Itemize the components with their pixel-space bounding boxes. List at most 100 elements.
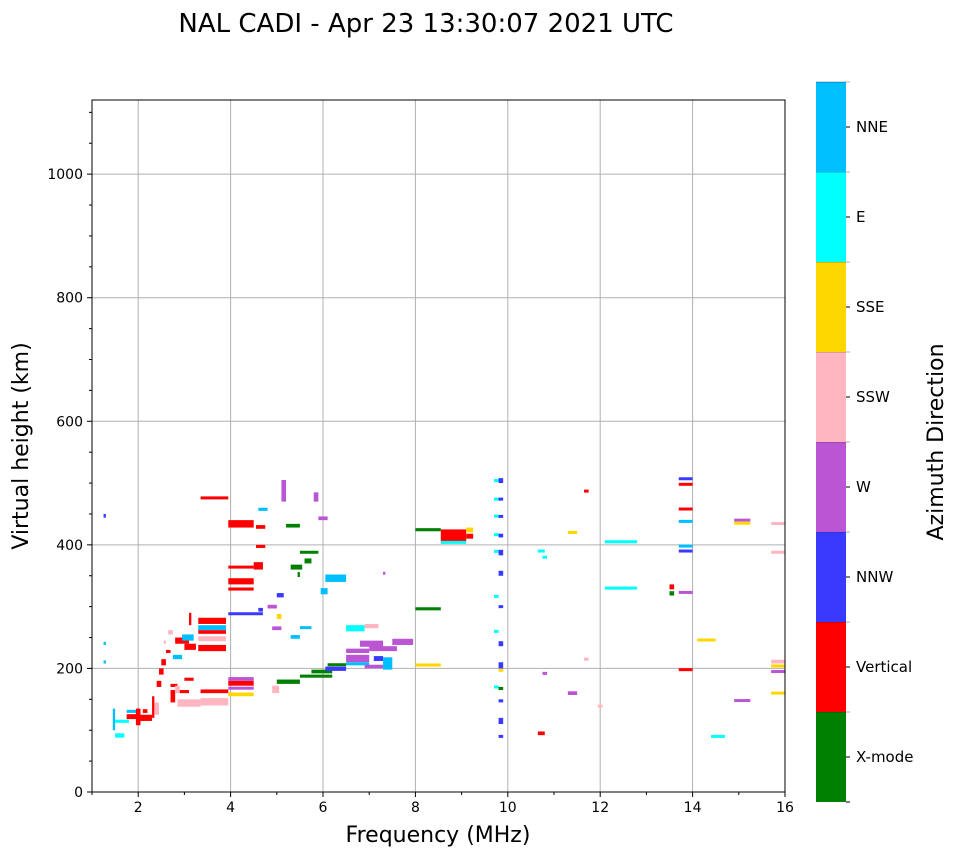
x-tick-label: 12 xyxy=(591,800,609,816)
echo-segment-nnw xyxy=(498,514,504,518)
echo-segment-x-mode xyxy=(311,669,333,674)
colorbar-swatch-x-mode xyxy=(816,712,846,802)
colorbar-label-nne: NNE xyxy=(856,118,888,136)
echo-segment-w xyxy=(267,604,277,609)
echo-segment-ssw xyxy=(597,704,603,708)
echo-segment-vertical xyxy=(184,677,194,681)
echo-segment-sse xyxy=(276,614,282,619)
echo-segment-nnw xyxy=(258,607,263,612)
colorbar-swatch-vertical xyxy=(816,622,846,712)
echo-segment-ssw xyxy=(771,659,785,664)
echo-segment-vertical xyxy=(198,617,226,624)
y-tick-label: 0 xyxy=(74,785,83,801)
echo-segment-e xyxy=(604,540,638,544)
echo-segment-x-mode xyxy=(286,523,300,528)
echo-segment-nnw xyxy=(276,593,284,598)
echo-segment-w xyxy=(313,492,319,502)
echo-segment-nne xyxy=(346,662,370,666)
echo-segment-nne xyxy=(299,626,312,630)
echo-segment-sse xyxy=(697,638,716,642)
colorbar-swatch-sse xyxy=(816,262,846,352)
x-tick-label: 6 xyxy=(319,800,328,816)
echo-segment-w xyxy=(364,664,384,669)
grid-lines xyxy=(92,100,785,792)
echo-segment-w xyxy=(383,571,386,575)
echo-segment-x-mode xyxy=(304,558,312,564)
echo-segment-vertical xyxy=(170,683,178,687)
echo-segment-x-mode xyxy=(299,674,333,678)
echo-segment-sse xyxy=(771,691,785,695)
echo-segment-sse xyxy=(567,531,578,534)
x-tick-label: 14 xyxy=(684,800,702,816)
echo-segment-w xyxy=(272,626,282,631)
echo-segment-x-mode xyxy=(276,679,300,684)
echo-segment-vertical xyxy=(678,507,693,511)
echo-segment-e xyxy=(537,549,545,553)
x-tick-label: 8 xyxy=(411,800,420,816)
echo-segment-ssw xyxy=(584,657,589,661)
echo-segment-e xyxy=(711,734,725,738)
x-tick-label: 16 xyxy=(776,800,794,816)
echo-segment-nnw xyxy=(498,717,504,725)
echo-segment-vertical xyxy=(200,496,229,500)
echo-segment-w xyxy=(567,691,578,695)
echo-segment-vertical xyxy=(228,587,254,591)
echo-segment-e xyxy=(493,533,499,537)
echo-segment-vertical xyxy=(228,520,254,528)
echo-segment-x-mode xyxy=(290,564,303,570)
echo-segment-nnw xyxy=(498,662,504,669)
colorbar-swatch-ssw xyxy=(816,352,846,442)
echo-segment-nne xyxy=(198,625,226,631)
y-axis-ticks: 0 200 400 600 800 1000 xyxy=(47,111,92,801)
echo-segment-vertical xyxy=(200,689,229,694)
echo-segment-ssw xyxy=(198,636,226,642)
echo-segment-nnw xyxy=(228,612,263,616)
echo-segment-nnw xyxy=(498,734,504,738)
echo-segment-ssw xyxy=(154,702,159,715)
y-tick-label: 1000 xyxy=(47,167,83,183)
echo-segment-ssw xyxy=(200,698,229,706)
echo-segment-e xyxy=(493,629,499,633)
echo-segment-ssw xyxy=(175,685,180,694)
echo-segment-x-mode xyxy=(415,528,441,532)
echo-segment-vertical xyxy=(156,680,162,687)
y-axis-label: Virtual height (km) xyxy=(9,342,34,549)
echo-segment-nne xyxy=(103,641,106,645)
echo-segment-w xyxy=(228,677,254,681)
echo-segment-nne xyxy=(678,544,693,548)
echo-segment-nnw xyxy=(498,497,504,501)
x-axis-ticks: 2 4 6 8 10 12 14 16 xyxy=(91,792,794,816)
echo-segment-vertical xyxy=(135,708,141,726)
echo-segment-vertical xyxy=(165,649,171,653)
colorbar-label-ssw: SSW xyxy=(856,388,890,406)
colorbar-swatch-e xyxy=(816,172,846,262)
colorbar-swatch-nnw xyxy=(816,532,846,622)
echo-segment-nnw xyxy=(498,533,504,538)
y-tick-label: 400 xyxy=(56,538,83,554)
echo-segment-vertical xyxy=(678,668,693,672)
echo-segment-nne xyxy=(320,588,328,595)
echo-segment-w xyxy=(346,648,370,653)
x-tick-label: 4 xyxy=(226,800,235,816)
echo-segment-nnw xyxy=(498,570,504,576)
echo-segment-nne xyxy=(103,660,106,664)
echo-segment-nnw xyxy=(498,478,504,484)
echo-segment-vertical xyxy=(179,690,190,694)
echo-segment-vertical xyxy=(228,565,254,569)
echo-segment-vertical xyxy=(152,696,155,718)
echo-segment-e xyxy=(542,555,548,559)
echo-segment-e xyxy=(346,625,365,632)
echo-segment-vertical xyxy=(256,544,266,548)
echo-segment-vertical xyxy=(198,630,226,634)
echo-segment-nne xyxy=(258,507,268,511)
plot-frame xyxy=(91,99,786,793)
echo-segment-w xyxy=(734,518,751,522)
colorbar-swatch-w xyxy=(816,442,846,532)
echo-segment-vertical xyxy=(170,690,176,703)
echo-segment-vertical xyxy=(126,714,139,720)
echo-segment-w xyxy=(734,699,751,703)
echo-segment-sse xyxy=(228,692,254,697)
echo-segment-nne xyxy=(126,709,139,713)
echo-segment-e xyxy=(493,479,499,483)
